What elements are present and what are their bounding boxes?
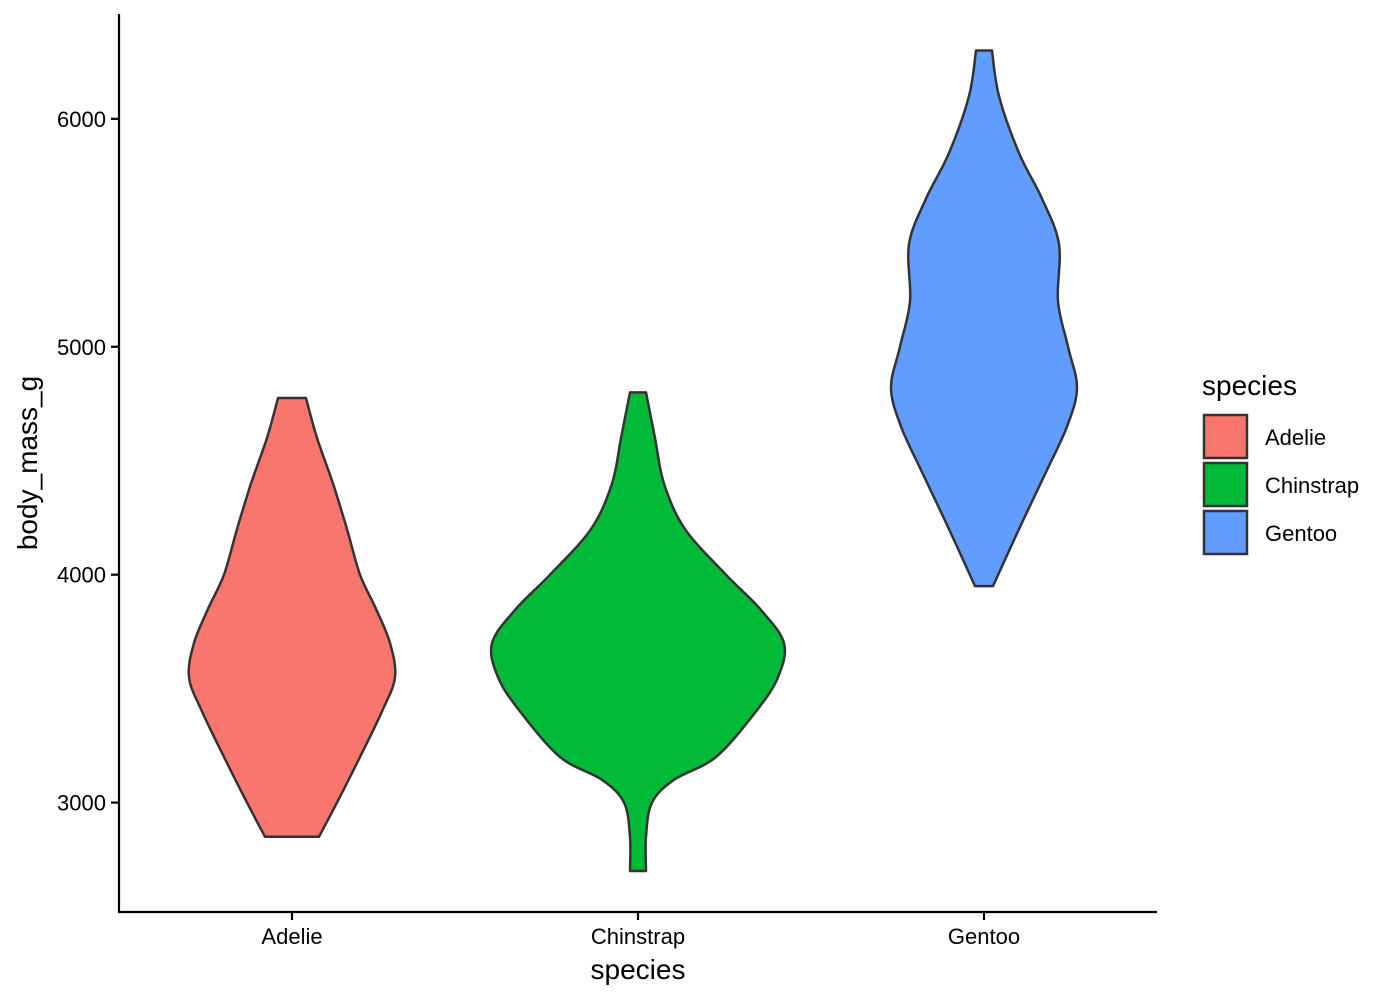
legend-label: Gentoo <box>1265 521 1337 546</box>
legend-key-adelie <box>1202 413 1249 460</box>
y-tick-label: 3000 <box>57 791 106 816</box>
x-tick-label: Chinstrap <box>591 924 685 949</box>
y-axis-title: body_mass_g <box>12 376 43 550</box>
legend: species Adelie Chinstrap Gentoo <box>1202 370 1359 556</box>
y-tick-label: 6000 <box>57 107 106 132</box>
legend-items: Adelie Chinstrap Gentoo <box>1202 413 1359 556</box>
legend-label: Adelie <box>1265 425 1326 450</box>
legend-key-chinstrap <box>1202 461 1249 508</box>
violin-chinstrap <box>489 391 787 873</box>
x-axis-ticks: Adelie Chinstrap Gentoo <box>261 912 1020 949</box>
y-axis-ticks: 3000 4000 5000 6000 <box>57 107 119 816</box>
x-tick-label: Gentoo <box>948 924 1020 949</box>
legend-title: species <box>1202 370 1297 401</box>
violin-gentoo <box>889 49 1079 588</box>
violin-adelie <box>187 396 397 839</box>
y-tick-label: 4000 <box>57 563 106 588</box>
plot-area: 3000 4000 5000 6000 Adelie Chinstrap Gentoo <box>57 14 1157 949</box>
y-tick-label: 5000 <box>57 335 106 360</box>
x-tick-label: Adelie <box>261 924 322 949</box>
legend-label: Chinstrap <box>1265 473 1359 498</box>
violins <box>187 49 1079 873</box>
x-axis-title: species <box>591 954 686 985</box>
legend-key-gentoo <box>1202 509 1249 556</box>
